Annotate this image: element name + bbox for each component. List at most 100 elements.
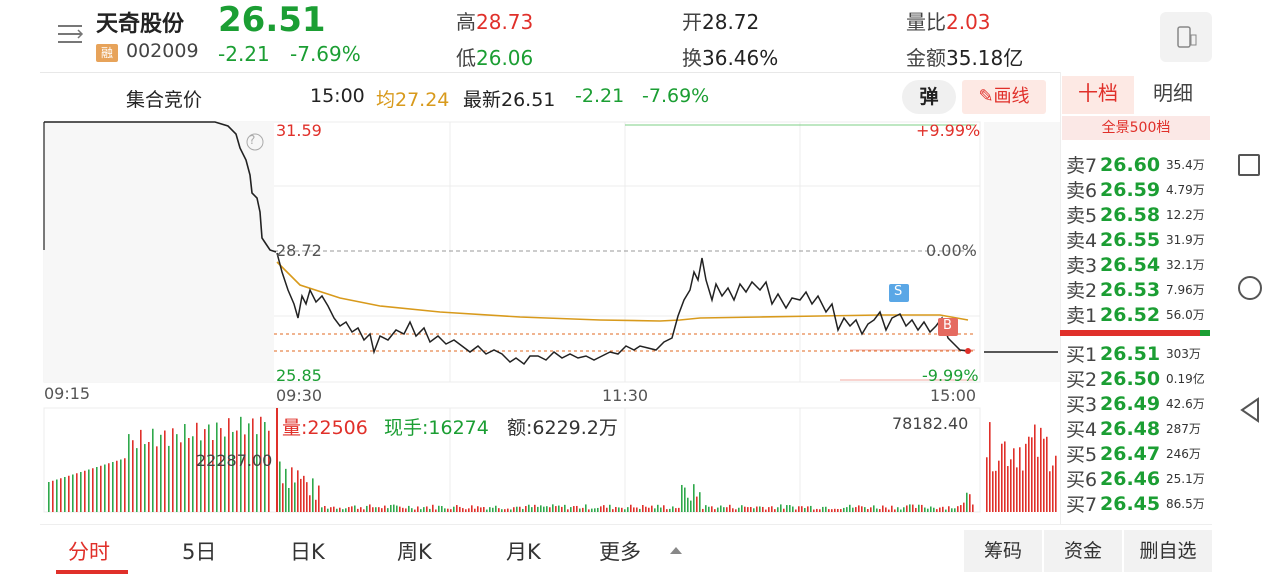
- volume-bar: [477, 506, 479, 512]
- sell-marker[interactable]: [889, 284, 909, 302]
- active-tab-indicator: [56, 570, 128, 574]
- funds-button[interactable]: 资金: [1044, 530, 1122, 572]
- volume-bar: [957, 506, 959, 512]
- buy-row[interactable]: 买2 26.50 0.19亿: [1066, 366, 1212, 391]
- volume-bar: [498, 508, 500, 512]
- volume-bar: [324, 505, 326, 512]
- volume-bar: [855, 507, 857, 512]
- intraday-chart[interactable]: [0, 0, 1060, 520]
- buy-row[interactable]: 买6 26.46 25.1万: [1066, 466, 1212, 491]
- auction-volume-bar: [48, 482, 50, 512]
- stock-name[interactable]: 天奇股份: [96, 12, 185, 37]
- volume-bar: [858, 505, 860, 512]
- volume-bar: [489, 507, 491, 512]
- volume-bar: [375, 507, 377, 512]
- volume-bar: [798, 506, 800, 512]
- volume-bar: [699, 492, 701, 512]
- chips-button[interactable]: 筹码: [964, 530, 1042, 572]
- buy-row[interactable]: 买4 26.48 287万: [1066, 416, 1212, 441]
- recent-apps-icon[interactable]: [1238, 154, 1260, 176]
- help-icon[interactable]: [246, 133, 264, 151]
- volume-bar: [930, 506, 932, 512]
- tab-monthly-k[interactable]: 月K: [506, 540, 541, 564]
- tab-5day[interactable]: 5日: [182, 540, 217, 564]
- volume-bar: [810, 505, 812, 512]
- auction-volume-bar: [1043, 438, 1045, 512]
- volume-bar: [963, 502, 965, 512]
- volume-bar: [600, 506, 602, 512]
- tab-weekly-k[interactable]: 周K: [397, 540, 432, 564]
- sell-row[interactable]: 卖4 26.55 31.9万: [1066, 227, 1212, 252]
- volume-bar: [513, 507, 515, 512]
- volume-bar: [366, 505, 368, 512]
- tab-ten-levels[interactable]: 十档: [1062, 76, 1134, 114]
- auction-volume-bar: [132, 440, 134, 512]
- buy-row[interactable]: 买3 26.49 42.6万: [1066, 391, 1212, 416]
- volume-bar: [684, 487, 686, 512]
- auction-volume-bar: [92, 468, 94, 512]
- sell-price: 26.54: [1100, 253, 1161, 276]
- volume-bar: [633, 507, 635, 512]
- buy-row[interactable]: 买7 26.45 86.5万: [1066, 491, 1212, 516]
- volume-bar: [534, 504, 536, 512]
- popup-button[interactable]: 弹: [902, 80, 956, 114]
- volume-bar: [408, 505, 410, 512]
- auction-volume-bar: [1016, 467, 1018, 512]
- buy-price: 26.51: [1100, 342, 1161, 365]
- buy-price: 26.50: [1100, 367, 1161, 390]
- auction-volume-bar: [1010, 459, 1012, 512]
- auction-volume-bar: [80, 472, 82, 512]
- volume-bar: [423, 507, 425, 512]
- volume-bar: [777, 507, 779, 512]
- sell-row[interactable]: 卖7 26.60 35.4万: [1066, 152, 1212, 177]
- sell-row[interactable]: 卖2 26.53 7.96万: [1066, 277, 1212, 302]
- volume-bar: [435, 509, 437, 512]
- volume-bar: [561, 506, 563, 512]
- volume-bar: [543, 506, 545, 512]
- volume-bar: [774, 509, 776, 512]
- volume-bar: [675, 508, 677, 512]
- remove-watchlist-button[interactable]: 删自选: [1124, 530, 1212, 572]
- tab-details[interactable]: 明细: [1153, 81, 1193, 105]
- back-icon[interactable]: [1236, 396, 1264, 424]
- auction-volume-bar: [1025, 443, 1027, 512]
- sell-row[interactable]: 卖5 26.58 12.2万: [1066, 202, 1212, 227]
- full-depth-button[interactable]: 全景500档: [1062, 116, 1210, 140]
- tab-daily-k[interactable]: 日K: [290, 540, 325, 564]
- buy-marker[interactable]: [938, 318, 958, 336]
- buy-row[interactable]: 买5 26.47 246万: [1066, 441, 1212, 466]
- volume-bar: [903, 507, 905, 512]
- sell-volume: 31.9万: [1166, 231, 1212, 252]
- auction-volume-bar: [188, 438, 190, 512]
- sell-row[interactable]: 卖3 26.54 32.1万: [1066, 252, 1212, 277]
- volume-bar: [651, 505, 653, 512]
- menu-icon[interactable]: [56, 22, 84, 46]
- sell-row[interactable]: 卖6 26.59 4.79万: [1066, 177, 1212, 202]
- tab-more[interactable]: 更多: [599, 540, 641, 564]
- time-0915: 09:15: [44, 384, 91, 403]
- volume-bar: [687, 497, 689, 512]
- volume-bar: [621, 507, 623, 512]
- volume-bar: [336, 508, 338, 512]
- volume-bar: [915, 507, 917, 512]
- buy-row[interactable]: 买1 26.51 303万: [1066, 341, 1212, 366]
- home-icon[interactable]: [1238, 276, 1262, 300]
- auction-volume-bar: [1013, 448, 1015, 512]
- volume-bar: [696, 496, 698, 512]
- landscape-toggle-button[interactable]: [1160, 12, 1212, 62]
- volume-bar: [933, 507, 935, 512]
- volume-bar: [474, 508, 476, 512]
- draw-line-button[interactable]: ✎画线: [962, 80, 1046, 114]
- volume-bar: [849, 504, 851, 512]
- sell-row[interactable]: 卖1 26.52 56.0万: [1066, 302, 1212, 327]
- volume-bar: [702, 508, 704, 512]
- info-avg: 均27.24: [376, 89, 450, 111]
- volume-bar: [861, 506, 863, 512]
- auction-volume-bar: [116, 460, 118, 512]
- volume-bar: [789, 505, 791, 512]
- auction-volume-bar: [224, 436, 226, 512]
- volume-bar: [339, 507, 341, 512]
- volume-bar: [801, 506, 803, 512]
- volume-bar: [342, 509, 344, 512]
- tab-intraday[interactable]: 分时: [68, 540, 110, 564]
